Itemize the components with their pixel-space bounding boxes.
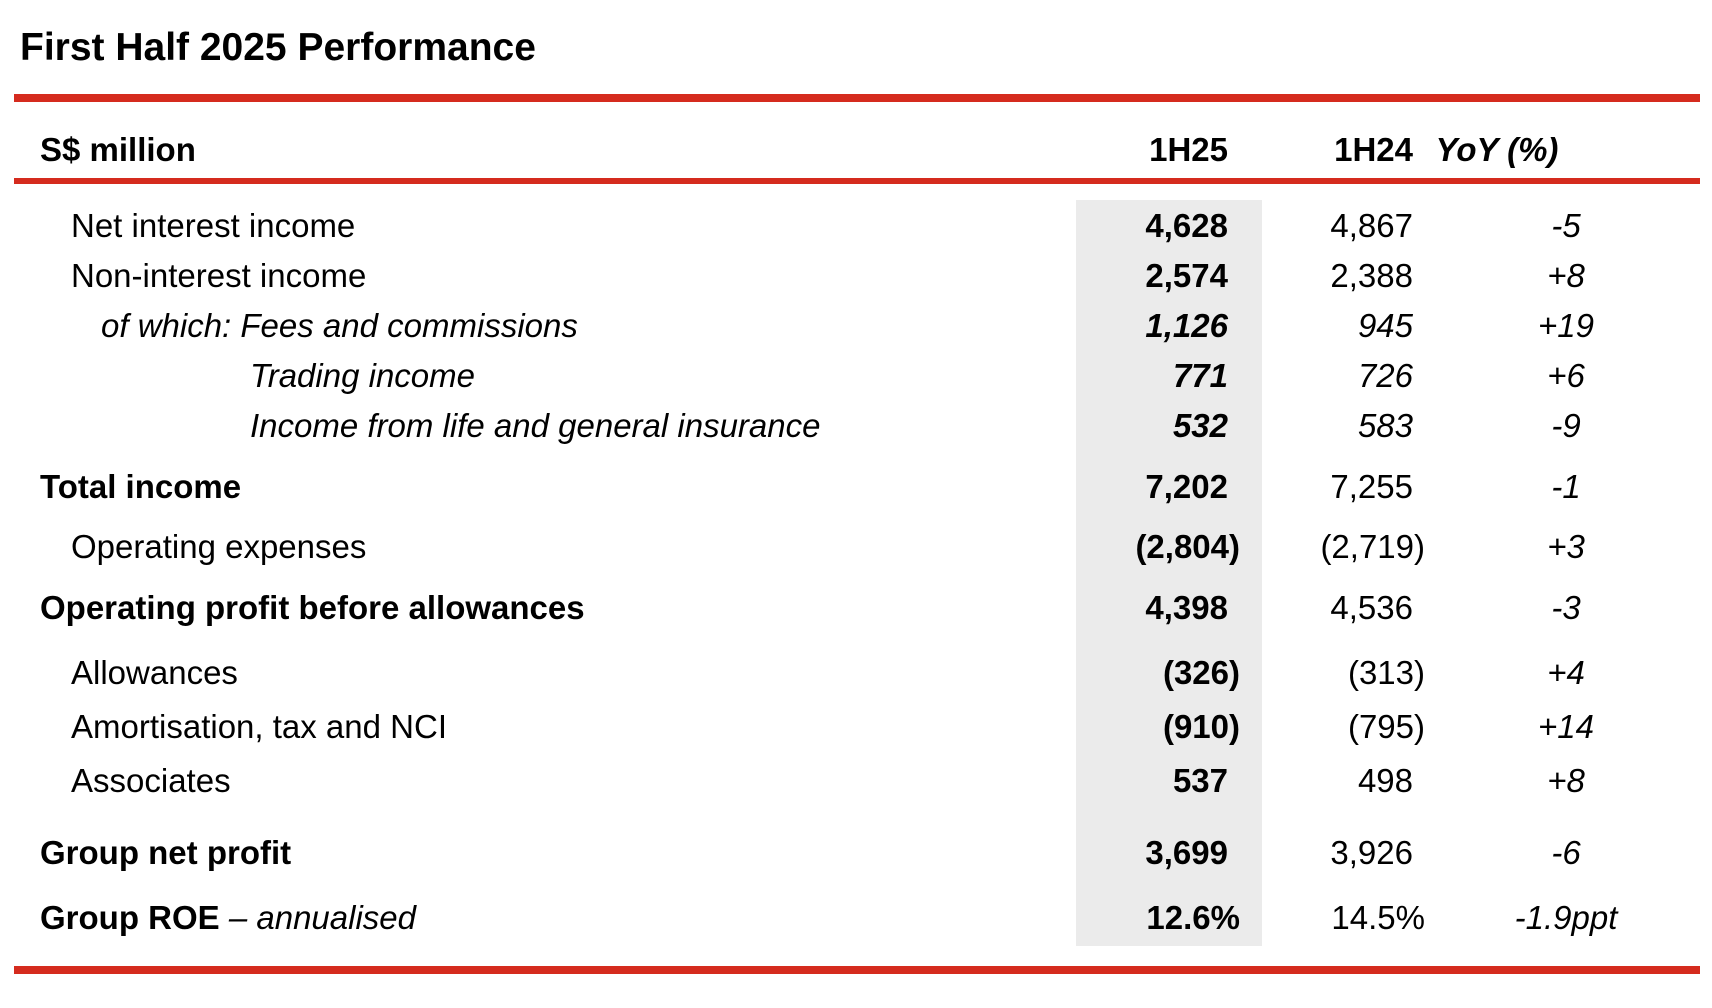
row-non-interest-income-1h25: 2,574 xyxy=(1145,257,1228,294)
row-amortisation-tax-nci-1h24: (795) xyxy=(1347,708,1425,745)
row-non-interest-income-yoy: +8 xyxy=(1547,257,1585,294)
row-label-operating-profit: Operating profit before allowances xyxy=(40,589,585,626)
top-red-rule xyxy=(14,94,1700,102)
row-operating-profit-1h24: 4,536 xyxy=(1330,589,1413,626)
group-roe-label-qualifier: – annualised xyxy=(219,899,416,936)
bottom-red-rule xyxy=(14,966,1700,974)
row-operating-expenses-1h24: (2,719) xyxy=(1320,528,1425,565)
row-net-interest-income-1h24: 4,867 xyxy=(1330,207,1413,244)
row-non-interest-income-1h24: 2,388 xyxy=(1330,257,1413,294)
row-label-operating-expenses: Operating expenses xyxy=(71,528,367,565)
row-insurance-income-yoy: -9 xyxy=(1551,407,1581,444)
row-trading-income-1h25: 771 xyxy=(1172,357,1228,394)
row-group-roe-1h25: 12.6% xyxy=(1146,899,1240,936)
row-fees-and-commissions-yoy: +19 xyxy=(1538,307,1594,344)
row-associates-1h25: 537 xyxy=(1172,762,1228,799)
header-label: S$ million xyxy=(40,131,196,168)
row-group-roe-yoy: -1.9ppt xyxy=(1514,899,1618,936)
header-col-1h25: 1H25 xyxy=(1149,131,1228,168)
row-total-income-1h25: 7,202 xyxy=(1145,468,1228,505)
row-label-trading-income: Trading income xyxy=(250,357,475,394)
row-label-fees-and-commissions: of which: Fees and commissions xyxy=(101,307,578,344)
row-label-group-net-profit: Group net profit xyxy=(40,834,292,871)
page-title: First Half 2025 Performance xyxy=(20,26,536,69)
row-allowances-1h24: (313) xyxy=(1347,654,1425,691)
row-label-amortisation-tax-nci: Amortisation, tax and NCI xyxy=(71,708,447,745)
row-net-interest-income-yoy: -5 xyxy=(1551,207,1581,244)
row-label-insurance-income: Income from life and general insurance xyxy=(250,407,821,444)
row-trading-income-1h24: 726 xyxy=(1357,357,1413,394)
row-label-total-income: Total income xyxy=(40,468,242,505)
current-period-column-highlight xyxy=(1076,200,1262,946)
row-insurance-income-1h24: 583 xyxy=(1357,407,1413,444)
row-associates-1h24: 498 xyxy=(1357,762,1413,799)
row-label-non-interest-income: Non-interest income xyxy=(71,257,367,294)
row-operating-expenses-1h25: (2,804) xyxy=(1135,528,1240,565)
row-trading-income-yoy: +6 xyxy=(1547,357,1585,394)
row-group-net-profit-yoy: -6 xyxy=(1551,834,1581,871)
row-total-income-1h24: 7,255 xyxy=(1330,468,1413,505)
row-fees-and-commissions-1h24: 945 xyxy=(1357,307,1413,344)
row-operating-profit-yoy: -3 xyxy=(1551,589,1581,626)
row-insurance-income-1h25: 532 xyxy=(1172,407,1228,444)
row-net-interest-income-1h25: 4,628 xyxy=(1145,207,1228,244)
row-total-income-yoy: -1 xyxy=(1551,468,1581,505)
row-group-net-profit-1h25: 3,699 xyxy=(1145,834,1228,871)
row-amortisation-tax-nci-1h25: (910) xyxy=(1162,708,1240,745)
row-group-roe-1h24: 14.5% xyxy=(1331,899,1425,936)
row-associates-yoy: +8 xyxy=(1547,762,1585,799)
row-allowances-1h25: (326) xyxy=(1162,654,1240,691)
row-label-net-interest-income: Net interest income xyxy=(71,207,356,244)
row-group-net-profit-1h24: 3,926 xyxy=(1330,834,1413,871)
row-label-associates: Associates xyxy=(71,762,231,799)
header-col-yoy: YoY (%) xyxy=(1435,131,1559,168)
header-col-1h24: 1H24 xyxy=(1334,131,1413,168)
header-red-rule xyxy=(14,178,1700,184)
row-allowances-yoy: +4 xyxy=(1547,654,1585,691)
row-fees-and-commissions-1h25: 1,126 xyxy=(1145,307,1228,344)
row-operating-profit-1h25: 4,398 xyxy=(1145,589,1228,626)
row-label-group-roe: Group ROE – annualised xyxy=(0,898,416,938)
row-amortisation-tax-nci-yoy: +14 xyxy=(1538,708,1594,745)
row-label-allowances: Allowances xyxy=(71,654,238,691)
row-operating-expenses-yoy: +3 xyxy=(1547,528,1585,565)
group-roe-label-main: Group ROE xyxy=(40,899,220,936)
